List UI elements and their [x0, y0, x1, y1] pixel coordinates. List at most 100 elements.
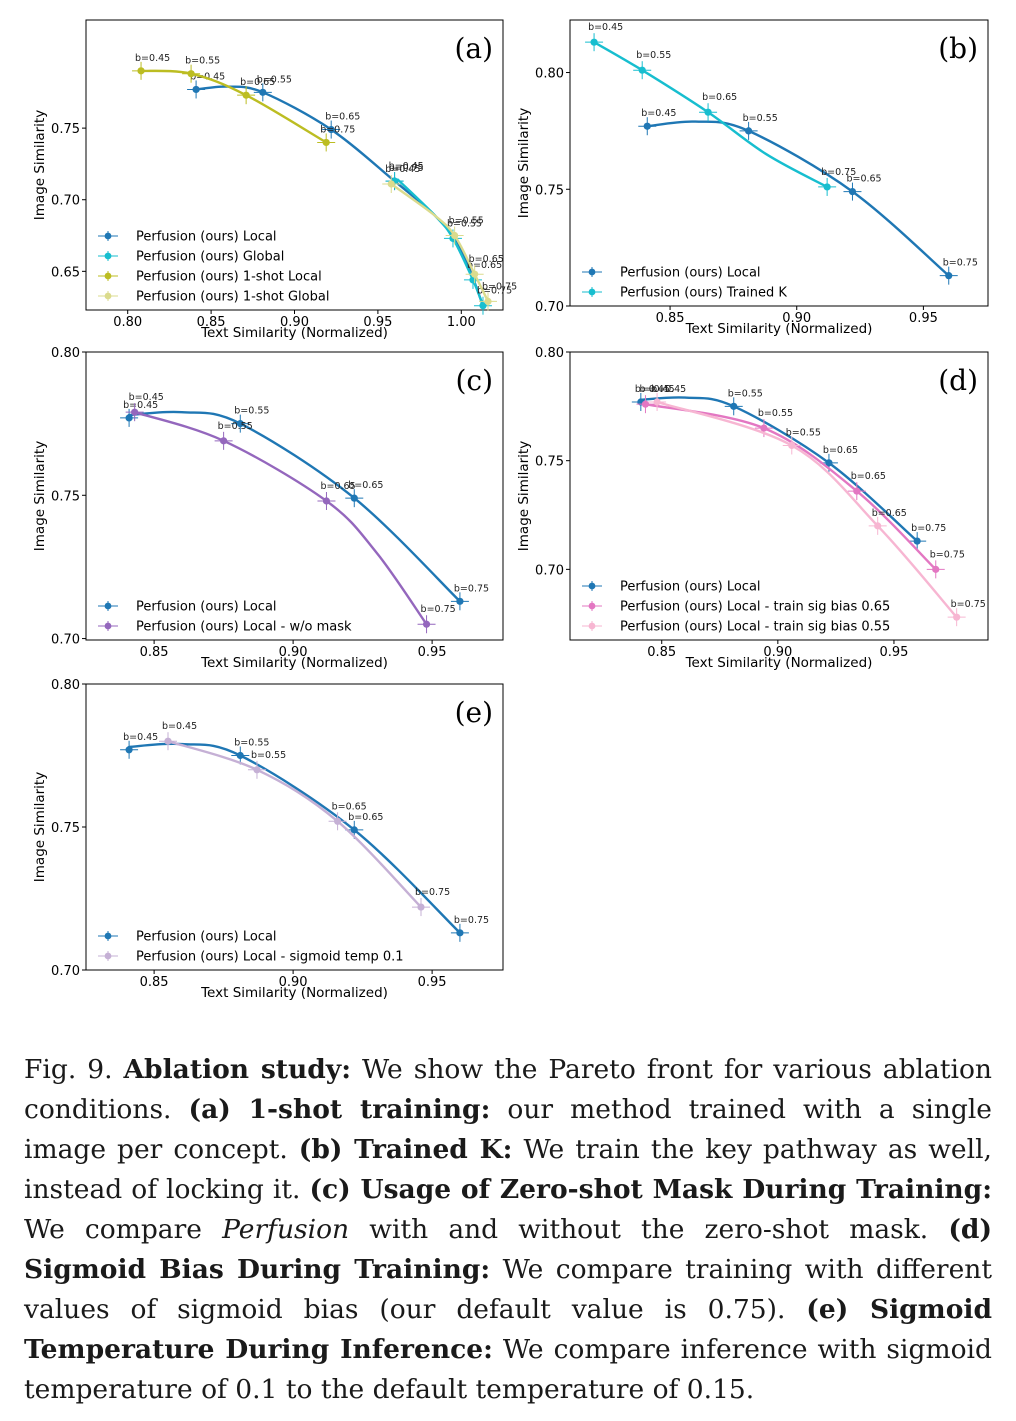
chart-panel: 0.85 0.90 0.95 0.70 0.75 0.80 Text Similarity … [516, 19, 989, 337]
caption-title: Ablation study: [123, 1054, 352, 1085]
x-tick-label: 1.00 [447, 315, 476, 330]
data-point [653, 398, 661, 406]
x-tick-label: 0.90 [763, 645, 792, 660]
data-point [638, 66, 646, 74]
x-tick-label: 0.95 [418, 645, 447, 660]
point-annotation: b=0.65 [325, 112, 360, 123]
point-annotation: b=0.55 [218, 421, 253, 432]
data-point [164, 737, 172, 745]
x-tick-label: 0.85 [647, 645, 676, 660]
data-point [422, 620, 431, 628]
y-axis-label: Image Similarity [32, 772, 48, 882]
caption-b-head: (b) Trained K: [298, 1134, 513, 1165]
data-point [590, 38, 598, 46]
legend-entry: Perfusion (ours) Local [136, 230, 277, 245]
legend-marker [588, 582, 596, 590]
x-tick-label: 0.90 [279, 645, 308, 660]
data-point [125, 746, 133, 754]
y-tick-label: 0.75 [51, 489, 80, 504]
series-curve [127, 742, 462, 934]
legend-marker [588, 622, 596, 630]
legend-marker [588, 602, 596, 610]
caption-a-head: (a) 1-shot training: [188, 1094, 491, 1125]
caption-d-head: (d) Sigmoid Bias During Training: [24, 1214, 992, 1285]
legend-marker [104, 602, 112, 610]
point-annotation: b=0.55 [743, 113, 778, 124]
x-axis-label: Text Similarity (Normalized) [685, 655, 873, 671]
data-point [327, 125, 335, 134]
chart-panel: 0.80 0.85 0.90 0.95 1.00 0.65 0.70 0.75 Text Sim… [32, 19, 517, 341]
data-point [913, 537, 921, 545]
y-tick-label: 0.70 [51, 633, 80, 648]
point-annotation: b=0.75 [943, 258, 978, 269]
point-annotation: b=0.65 [469, 254, 504, 265]
data-point [253, 766, 261, 774]
point-annotation: b=0.75 [477, 286, 512, 297]
legend-marker [104, 622, 112, 630]
y-tick-label: 0.80 [51, 678, 80, 693]
y-tick-label: 0.70 [535, 563, 564, 578]
legend-entry: Perfusion (ours) Local [620, 580, 761, 595]
data-point [220, 437, 228, 445]
x-tick-label: 0.90 [782, 311, 811, 326]
series-curve [139, 69, 328, 144]
x-tick-label: 0.95 [363, 315, 392, 330]
series-curve [639, 396, 919, 543]
data-series: b=0.45b=0.55b=0.65b=0.75 [382, 164, 517, 311]
legend-entry: Perfusion (ours) Local - train sig bias … [620, 620, 890, 635]
point-annotation: b=0.55 [234, 406, 269, 417]
legend: Perfusion (ours) Local Perfusion (ours) L… [98, 930, 404, 965]
point-annotation: b=0.65 [846, 174, 881, 185]
legend: Perfusion (ours) Local Perfusion (ours) L… [98, 600, 352, 635]
point-annotation: b=0.65 [348, 480, 383, 491]
legend-entry: Perfusion (ours) Local - sigmoid temp 0.… [136, 950, 404, 965]
data-series: b=0.45b=0.55b=0.65b=0.75 [125, 392, 456, 634]
chart-panel: 0.85 0.90 0.95 0.70 0.75 0.80 Text Similarity … [32, 678, 504, 1001]
point-annotation: b=0.55 [636, 50, 671, 61]
point-annotation: b=0.55 [185, 56, 220, 67]
data-point [932, 565, 940, 573]
data-point [953, 613, 961, 621]
series-curve [133, 411, 428, 626]
point-annotation: b=0.75 [930, 549, 965, 560]
data-point [236, 420, 244, 428]
caption-fig-label: Fig. 9. [24, 1054, 113, 1085]
series-curve [127, 410, 462, 603]
point-annotation: b=0.45 [162, 721, 197, 732]
legend: Perfusion (ours) Local Perfusion (ours) G… [98, 230, 329, 305]
x-tick-label: 0.85 [140, 645, 169, 660]
data-point [137, 67, 145, 75]
data-point [456, 597, 464, 605]
point-annotation: b=0.75 [320, 124, 355, 135]
point-annotation: b=0.75 [821, 167, 856, 178]
data-series: b=0.45b=0.55b=0.65b=0.75 [159, 721, 450, 917]
data-point [322, 497, 331, 505]
data-point [745, 127, 753, 135]
data-point [350, 494, 358, 502]
x-axis-label: Text Similarity (Normalized) [200, 325, 388, 341]
point-annotation: b=0.55 [449, 216, 484, 227]
data-series: b=0.45b=0.55b=0.65b=0.75 [585, 22, 856, 196]
data-point [825, 459, 833, 467]
series-curve [194, 85, 485, 307]
caption-d-text: We compare training with different value… [24, 1254, 992, 1325]
legend-marker [104, 252, 112, 260]
legend-entry: Perfusion (ours) 1-shot Global [136, 290, 329, 305]
point-annotation: b=0.65 [332, 801, 367, 812]
point-annotation: b=0.65 [702, 92, 737, 103]
legend-entry: Perfusion (ours) Trained K [620, 286, 787, 301]
caption-c-text2: with and without the zero-shot mask. [369, 1214, 929, 1245]
y-tick-label: 0.70 [535, 300, 564, 315]
data-point [192, 85, 200, 94]
legend-entry: Perfusion (ours) Local [136, 600, 277, 615]
data-point [333, 817, 342, 825]
data-point [259, 88, 267, 96]
data-point [125, 414, 133, 422]
data-point [242, 91, 250, 99]
legend-entry: Perfusion (ours) Local [620, 266, 761, 281]
data-point [641, 400, 650, 408]
data-point [236, 751, 244, 760]
